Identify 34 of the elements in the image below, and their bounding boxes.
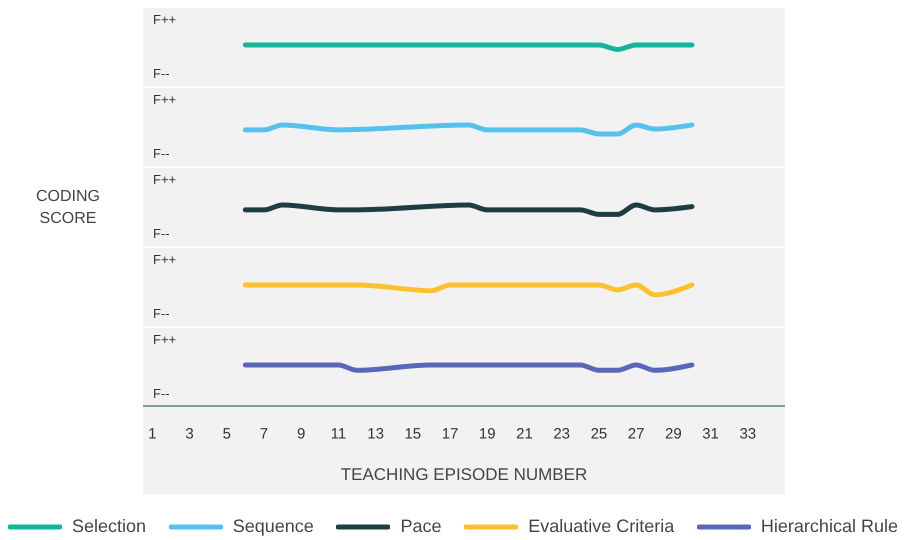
annotation: F-- (153, 226, 170, 241)
x-tick-label: 31 (702, 426, 719, 443)
x-tick-label: 21 (516, 426, 533, 443)
x-tick-label: 11 (330, 426, 346, 443)
x-axis-title: TEACHING EPISODE NUMBER (340, 465, 588, 484)
x-tick-label: 25 (590, 426, 608, 443)
x-tick-label: 23 (553, 426, 570, 443)
text: F++ (153, 92, 176, 107)
x-tick-label: 3 (185, 426, 194, 443)
x-tick-label: 9 (297, 426, 306, 443)
legend-label: Evaluative Criteria (528, 516, 674, 537)
y-axis-title: CODING SCORE (35, 187, 101, 229)
x-tick-label: 17 (442, 426, 458, 443)
x-tick-label: 19 (478, 426, 496, 443)
legend-label: Selection (72, 516, 146, 537)
annotation: F-- (153, 66, 170, 81)
text: F++ (153, 172, 176, 187)
annotation: F-- (153, 306, 170, 321)
text: F++ (153, 332, 176, 347)
annotation: F-- (153, 146, 170, 161)
x-tick-label: 29 (665, 426, 682, 443)
x-tick-label: 13 (367, 426, 384, 443)
text: F++ (153, 252, 176, 267)
x-tick-label: 5 (222, 426, 231, 443)
legend-label: Pace (400, 516, 442, 537)
legend-label: Sequence (232, 516, 314, 537)
annotation: F-- (153, 386, 170, 401)
x-tick-label: 7 (260, 426, 268, 443)
x-tick-label: 33 (739, 426, 756, 443)
x-tick-label: 27 (628, 426, 644, 443)
x-tick-label: 1 (148, 426, 156, 443)
x-tick-label: 15 (404, 426, 422, 443)
legend-label: Hierarchical Rule (760, 516, 898, 537)
text: F++ (153, 12, 176, 27)
